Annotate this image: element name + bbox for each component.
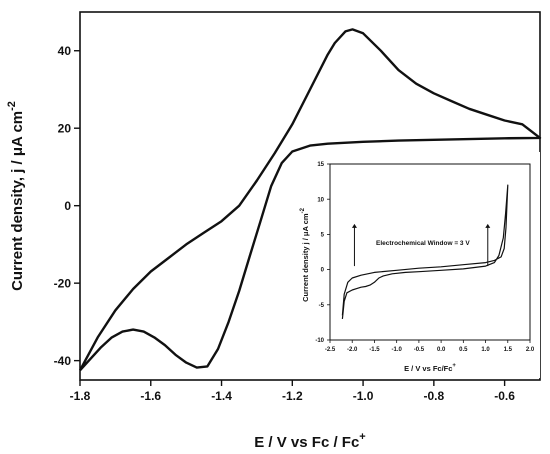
inset-x-tick-label: 1.5 [504, 347, 513, 353]
main-x-tick-label: -1.8 [70, 389, 91, 403]
main-y-tick-label: 20 [58, 121, 72, 135]
inset-x-tick-label: -1.5 [369, 347, 380, 353]
inset-y-tick-label: -10 [315, 338, 324, 344]
inset-arrow-head [485, 223, 491, 228]
main-x-tick-label: -1.0 [353, 389, 374, 403]
inset-y-tick-label: 0 [321, 268, 325, 274]
inset-y-tick-label: 10 [317, 197, 324, 203]
main-x-tick-label: -0.6 [494, 389, 515, 403]
inset-y-tick-label: 15 [317, 162, 324, 168]
inset-y-tick-label: -5 [319, 303, 325, 309]
main-x-axis-label: E / V vs Fc / Fc+ [254, 431, 365, 451]
main-x-tick-label: -1.4 [211, 389, 232, 403]
inset-x-tick-label: 2.0 [526, 347, 535, 353]
inset-arrows [351, 223, 491, 267]
inset-cv-curve [341, 184, 509, 319]
inset-y-tick-label: 5 [321, 233, 325, 239]
inset-x-tick-label: 1.0 [481, 347, 490, 353]
inset-x-tick-label: 0.0 [437, 347, 446, 353]
main-y-tick-label: 0 [64, 199, 71, 213]
inset-annotation: Electrochemical Window = 3 V [376, 240, 470, 247]
inset-x-tick-label: -1.0 [391, 347, 402, 353]
inset-x-tick-label: -2.0 [347, 347, 358, 353]
main-y-tick-label: 40 [58, 44, 72, 58]
main-x-tick-label: -0.8 [424, 389, 445, 403]
main-axis-ticks: -1.8 -1.6 -1.4 -1.2 -1.0 -0.8 -0.6 -40 -20 0 20 40 [54, 44, 516, 403]
main-x-tick-label: -1.2 [282, 389, 303, 403]
main-y-axis-label: Current density, j / μA cm-2 [6, 101, 26, 291]
inset-x-tick-label: -2.5 [325, 347, 336, 353]
inset-background [296, 152, 540, 378]
inset-plot-frame [329, 163, 531, 341]
main-y-tick-label: -20 [54, 276, 72, 290]
inset-x-axis-label: E / V vs Fc/Fc+ [404, 363, 456, 373]
inset-arrow-head [351, 223, 357, 228]
inset-axis-ticks: -2.5 -2.0 -1.5 -1.0 -0.5 0.0 0.5 1.0 1.5 2.0 -10 -5… [315, 162, 535, 353]
inset-y-axis-label: Current density j / μA cm-2 [300, 207, 310, 301]
main-y-tick-label: -40 [54, 354, 72, 368]
main-x-tick-label: -1.6 [140, 389, 161, 403]
inset-x-tick-label: -0.5 [414, 347, 425, 353]
inset-x-tick-label: 0.5 [459, 347, 468, 353]
